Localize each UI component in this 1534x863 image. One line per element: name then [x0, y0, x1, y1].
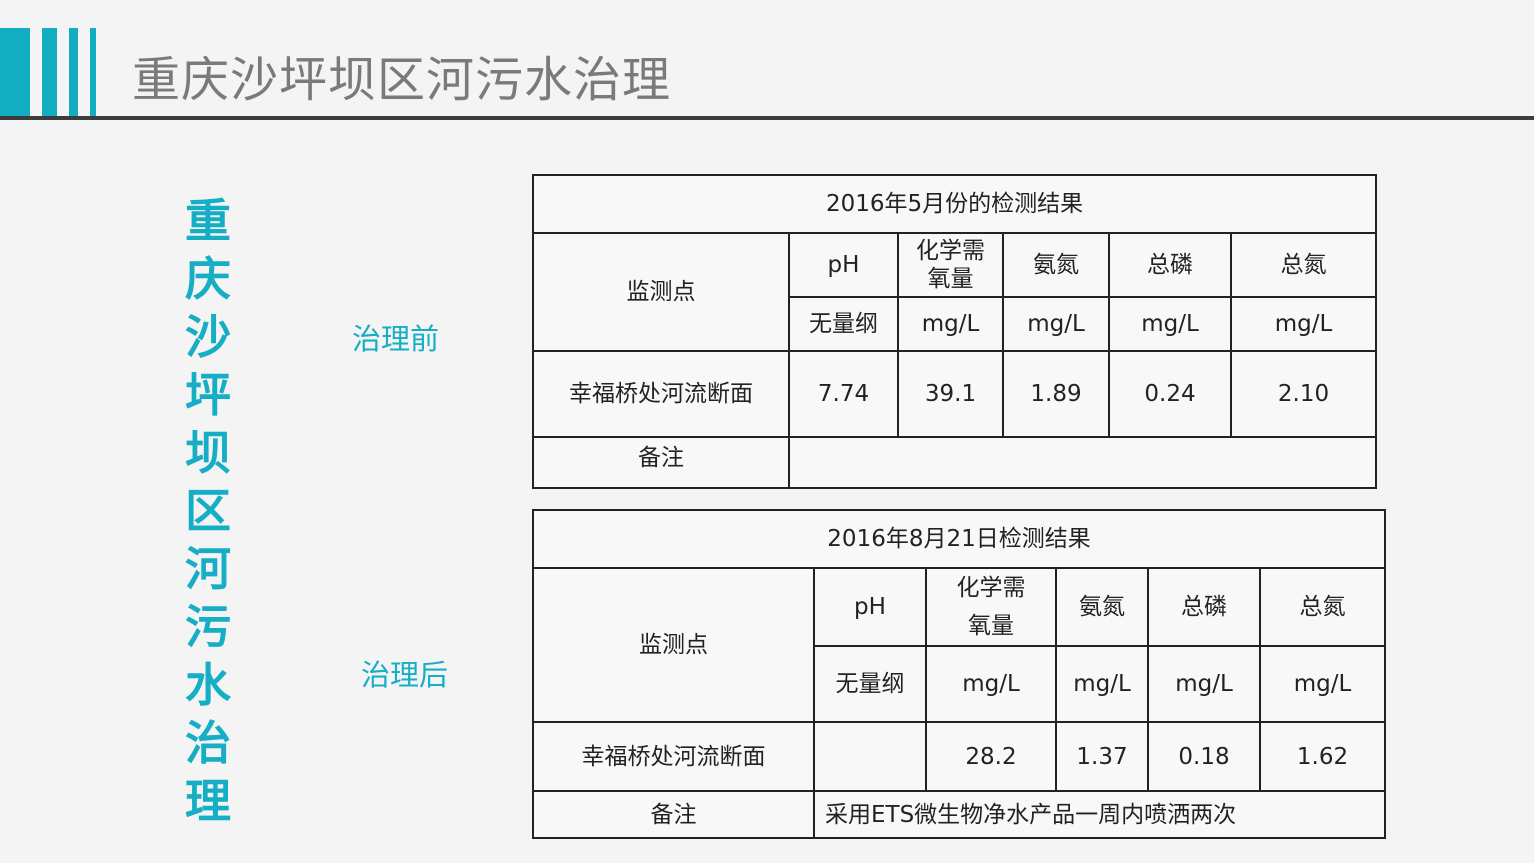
value-cell: 2.10: [1229, 350, 1378, 438]
slide-title: 重庆沙坪坝区河污水治理: [132, 52, 672, 108]
param-header: 化学需氧量: [925, 567, 1057, 647]
param-header: pH: [788, 232, 899, 298]
value-cell: [813, 721, 927, 792]
unit-cell: 无量纲: [813, 645, 927, 723]
param-header: 总磷: [1147, 567, 1261, 647]
before-label: 治理前: [352, 322, 440, 356]
table-caption: 2016年5月份的检测结果: [531, 174, 1378, 234]
decor-stripe: [0, 28, 30, 116]
unit-cell: 无量纲: [788, 296, 899, 352]
param-header: 氨氮: [1055, 567, 1149, 647]
site-cell: 幸福桥处河流断面: [532, 721, 815, 792]
decor-stripe: [90, 28, 96, 116]
unit-cell: mg/L: [897, 296, 1004, 352]
value-cell: 1.89: [1002, 350, 1110, 438]
unit-cell: mg/L: [1147, 645, 1261, 723]
param-header: 总氮: [1229, 232, 1378, 298]
value-cell: 7.74: [788, 350, 899, 438]
value-cell: 28.2: [925, 721, 1057, 792]
param-header: 总磷: [1108, 232, 1232, 298]
header-divider: [0, 116, 1534, 120]
site-header: 监测点: [532, 232, 790, 352]
note-cell: 采用ETS微生物净水产品一周内喷洒两次: [812, 790, 1387, 839]
unit-cell: mg/L: [1055, 645, 1149, 723]
before-table: 2016年5月份的检测结果 监测点 pH 化学需氧量 氨氮 总磷 总氮 无量纲 …: [531, 174, 1378, 489]
vertical-title: 重庆沙坪坝区河污水治理: [185, 194, 231, 828]
unit-cell: mg/L: [925, 645, 1057, 723]
table-caption: 2016年8月21日检测结果: [531, 509, 1387, 569]
site-header: 监测点: [532, 567, 815, 723]
value-cell: 1.37: [1055, 721, 1149, 792]
param-header: 总氮: [1258, 567, 1387, 647]
value-cell: 1.62: [1258, 721, 1387, 792]
site-cell: 幸福桥处河流断面: [532, 350, 790, 438]
note-label: 备注: [532, 436, 790, 489]
unit-cell: mg/L: [1258, 645, 1387, 723]
value-cell: 0.24: [1108, 350, 1232, 438]
after-table: 2016年8月21日检测结果 监测点 pH 化学需氧量 氨氮 总磷 总氮 无量纲…: [531, 509, 1387, 839]
value-cell: 39.1: [897, 350, 1004, 438]
param-header: 氨氮: [1002, 232, 1110, 298]
decor-stripe: [42, 28, 57, 116]
unit-cell: mg/L: [1002, 296, 1110, 352]
after-label: 治理后: [361, 658, 449, 692]
unit-cell: mg/L: [1108, 296, 1232, 352]
value-cell: 0.18: [1147, 721, 1261, 792]
unit-cell: mg/L: [1229, 296, 1378, 352]
param-header: 化学需氧量: [897, 232, 1004, 298]
decor-stripe: [69, 28, 78, 116]
param-header: pH: [813, 567, 927, 647]
note-label: 备注: [532, 790, 815, 839]
note-cell: [787, 436, 1378, 489]
